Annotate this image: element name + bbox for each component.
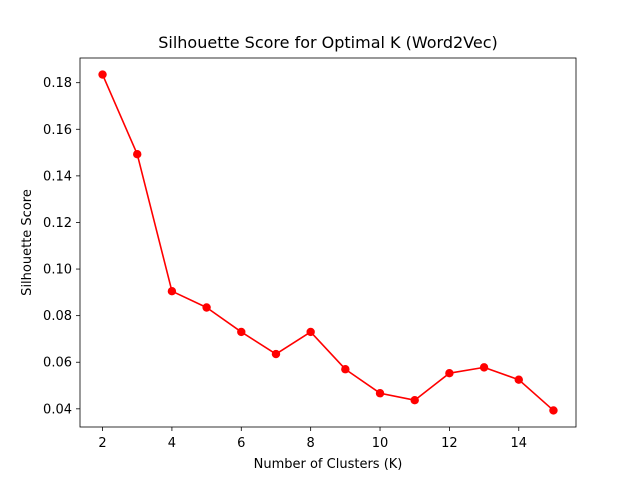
x-tick-label: 10	[372, 436, 389, 451]
data-point	[410, 396, 419, 405]
data-point	[202, 303, 211, 312]
y-tick-label: 0.14	[43, 169, 72, 184]
data-point	[167, 286, 177, 296]
data-point	[98, 70, 107, 79]
x-tick-label: 8	[307, 436, 315, 451]
data-point	[133, 150, 142, 159]
x-tick-label: 4	[168, 436, 176, 451]
axes-frame	[79, 57, 577, 428]
data-point	[375, 389, 385, 398]
data-point	[514, 375, 523, 384]
y-tick-label: 0.16	[43, 123, 72, 138]
x-axis-label: Number of Clusters (K)	[254, 457, 403, 472]
data-point	[271, 349, 281, 359]
data-point	[479, 363, 489, 372]
data-point	[549, 406, 558, 415]
y-tick-label: 0.08	[43, 309, 72, 324]
x-tick-label: 6	[237, 436, 245, 451]
chart-title: Silhouette Score for Optimal K (Word2Vec…	[158, 33, 498, 52]
y-tick-label: 0.12	[43, 216, 72, 231]
y-tick-label: 0.04	[43, 402, 72, 417]
y-tick-label: 0.10	[43, 263, 72, 278]
y-tick-label: 0.06	[43, 356, 72, 371]
y-tick-label: 0.18	[43, 76, 72, 91]
x-tick-label: 12	[441, 436, 458, 451]
series-line	[101, 74, 554, 412]
data-point	[306, 327, 315, 337]
plot-area: 2 4 6 8 10 12 14 0.04 0.06 0.08 0.10 0.12 0.14 0.16 0.…	[43, 57, 577, 451]
data-point	[341, 365, 350, 374]
x-tick-label: 14	[510, 436, 527, 451]
data-point	[237, 327, 246, 337]
y-axis-label: Silhouette Score	[20, 189, 35, 296]
data-point	[445, 368, 454, 378]
x-tick-label: 2	[98, 436, 106, 451]
